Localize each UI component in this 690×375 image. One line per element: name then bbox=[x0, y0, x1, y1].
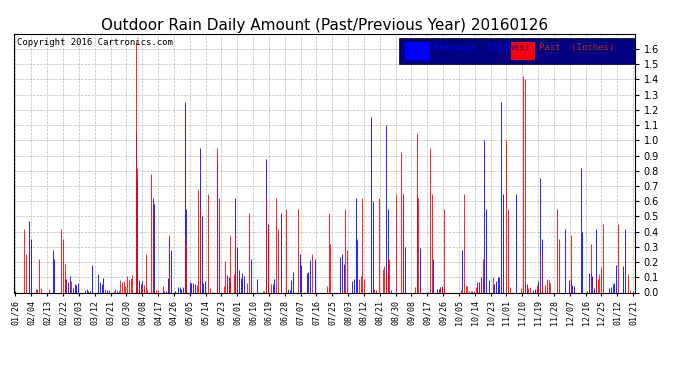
Text: Copyright 2016 Cartronics.com: Copyright 2016 Cartronics.com bbox=[17, 38, 172, 46]
Title: Outdoor Rain Daily Amount (Past/Previous Year) 20160126: Outdoor Rain Daily Amount (Past/Previous… bbox=[101, 18, 548, 33]
Bar bbox=[405, 42, 430, 60]
Text: Past  (Inches): Past (Inches) bbox=[539, 44, 614, 52]
Text: Previous  (Inches): Previous (Inches) bbox=[433, 44, 530, 52]
Bar bbox=[511, 42, 535, 60]
FancyBboxPatch shape bbox=[399, 38, 635, 63]
